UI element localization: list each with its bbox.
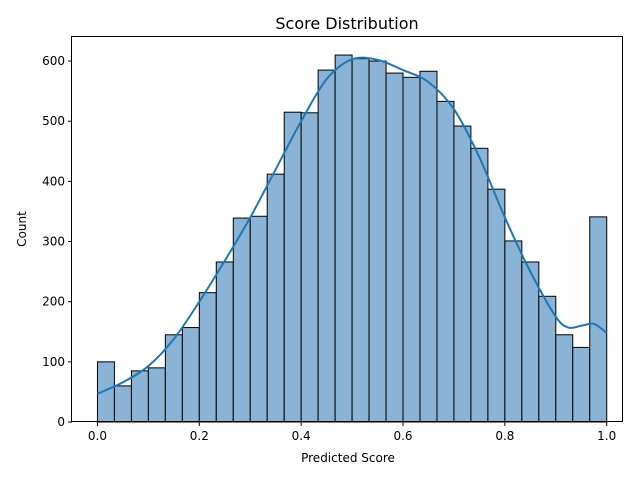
- histogram-bar: [453, 125, 472, 423]
- x-tick-label: 1.0: [597, 429, 616, 443]
- x-tick-label: 0.4: [292, 429, 311, 443]
- histogram-bar: [419, 70, 438, 423]
- y-tick-label: 100: [42, 355, 65, 369]
- histogram-bar: [232, 217, 251, 423]
- histogram-bar: [572, 346, 591, 423]
- histogram-bar: [300, 112, 319, 423]
- x-tick-label: 0.0: [88, 429, 107, 443]
- y-tick-label: 0: [57, 415, 65, 429]
- chart-title: Score Distribution: [275, 14, 418, 33]
- histogram-bar: [470, 147, 489, 423]
- x-axis-label: Predicted Score: [301, 451, 395, 465]
- histogram-bar: [249, 215, 268, 423]
- x-axis-ticks: 0.0 0.2 0.4 0.6 0.8 1.0: [88, 422, 616, 443]
- histogram-bar: [164, 334, 183, 423]
- histogram-bar: [538, 295, 557, 423]
- histogram-bar: [555, 334, 574, 423]
- y-tick-label: 400: [42, 174, 65, 188]
- histogram-bar: [521, 261, 540, 423]
- histogram-bar: [198, 292, 217, 423]
- histogram-bar: [113, 385, 132, 423]
- histogram-bar: [385, 72, 404, 423]
- x-tick-label: 0.8: [495, 429, 514, 443]
- y-tick-label: 200: [42, 295, 65, 309]
- histogram-bar: [504, 240, 523, 423]
- histogram-bar: [334, 54, 353, 423]
- histogram-bar: [215, 261, 234, 423]
- histogram-bar: [283, 111, 302, 423]
- histogram-bar: [351, 58, 370, 423]
- histogram-bar: [589, 216, 608, 423]
- y-axis-label: Count: [15, 211, 29, 247]
- bars-group: [96, 54, 608, 423]
- plot-frame: [71, 36, 623, 422]
- y-tick-label: 300: [42, 235, 65, 249]
- histogram-bar: [147, 367, 166, 423]
- y-axis-ticks: 0 100 200 300 400 500 600: [42, 54, 72, 429]
- x-tick-label: 0.2: [190, 429, 209, 443]
- y-tick-label: 600: [42, 54, 65, 68]
- histogram-bar: [266, 173, 285, 423]
- histogram-bar: [368, 60, 387, 423]
- histogram-bar: [487, 188, 506, 423]
- histogram-bar: [402, 76, 421, 423]
- histogram-bar: [436, 100, 455, 423]
- y-tick-label: 500: [42, 114, 65, 128]
- x-tick-label: 0.6: [393, 429, 412, 443]
- histogram-bar: [181, 327, 200, 423]
- kde-line: [97, 56, 608, 395]
- histogram-bar: [130, 370, 149, 423]
- histogram-bar: [317, 69, 336, 423]
